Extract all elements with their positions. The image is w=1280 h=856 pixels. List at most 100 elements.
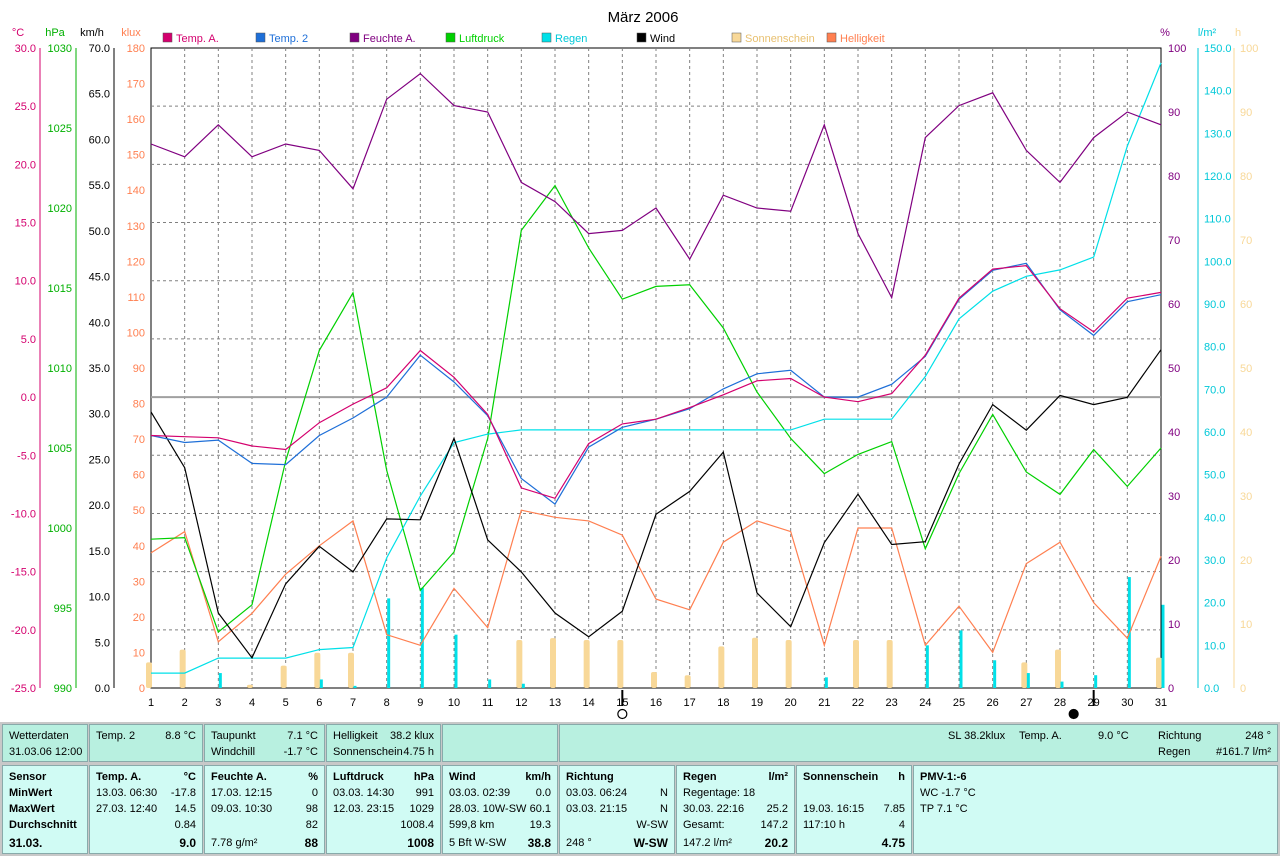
taupunkt-value: 7.1 °C	[287, 730, 318, 742]
rain-tick-label: 0.0	[1204, 683, 1219, 695]
hpa-tick-label: 1030	[48, 43, 72, 55]
h-tick-label: 10	[1240, 619, 1252, 631]
x-tick-label: 21	[818, 697, 830, 709]
legend-swatch	[731, 32, 742, 43]
hpa-tick-label: 1015	[48, 283, 72, 295]
rain-bar	[218, 673, 222, 688]
tempa-avg: 0.84	[174, 819, 196, 831]
sonne-current: 4.75	[881, 836, 905, 850]
h-tick-label: 80	[1240, 171, 1252, 183]
rain-tick-label: 60.0	[1204, 427, 1225, 439]
kmh-tick-label: 45.0	[89, 272, 110, 284]
sensor-title: Sensor	[9, 771, 47, 783]
sunshine-bar	[718, 646, 725, 688]
x-tick-label: 11	[482, 697, 493, 709]
info-panel: Wetterdaten 31.03.06 12:00 Temp. 2 8.8 °…	[0, 722, 1280, 856]
current-temp-value: 9.0 °C	[1098, 730, 1129, 742]
feuchte-min-date: 17.03. 12:15	[211, 787, 273, 799]
temp2-label: Temp. 2	[96, 730, 136, 742]
rain-bar	[824, 677, 828, 688]
x-tick-label: 22	[852, 697, 864, 709]
rain-tick-label: 30.0	[1204, 555, 1225, 567]
tempa-min-date: 13.03. 06:30	[96, 787, 158, 799]
rain-tick-label: 140.0	[1204, 86, 1232, 98]
current-day-label: 31.03.	[9, 836, 43, 850]
sunshine-bar	[684, 675, 691, 688]
pct-tick-label: 70	[1168, 235, 1180, 247]
wind-box: Wind km/h 03.03. 02:39 0.0 28.03. 10W-SW…	[442, 765, 558, 854]
kmh-tick-label: 70.0	[89, 43, 110, 55]
chart-legend: Temp. A. Temp. 2 Feuchte A. Luftdruck Regen W…	[162, 32, 885, 45]
klux-tick-label: 50	[133, 505, 145, 517]
x-tick-label: 25	[953, 697, 965, 709]
regen-gesamt-label: Gesamt:	[683, 819, 725, 831]
helligkeit-box: Helligkeit 38.2 klux Sonnenschein 4.75 h	[326, 724, 441, 762]
richtung-min-date: 03.03. 06:24	[566, 787, 628, 799]
pct-tick-label: 20	[1168, 555, 1180, 567]
kmh-tick-label: 15.0	[89, 546, 110, 558]
temp-tick-label: 0.0	[21, 392, 36, 404]
series-line-feuchte-a	[150, 72, 1162, 300]
wind-avg: 19.3	[529, 819, 551, 831]
h-tick-label: 30	[1240, 491, 1252, 503]
rain-bar	[420, 587, 424, 688]
tempa-title: Temp. A.	[96, 771, 142, 783]
windchill-label: Windchill	[211, 746, 256, 758]
sunshine-bar	[752, 637, 758, 688]
luftdruck-avg: 1008.4	[400, 819, 434, 831]
series-line-temp-2	[150, 262, 1162, 505]
klux-tick-label: 20	[133, 612, 145, 624]
axis-unit-label: km/h	[80, 27, 104, 39]
kmh-tick-label: 25.0	[89, 454, 110, 466]
series-line-wind	[150, 349, 1162, 659]
h-tick-label: 20	[1240, 555, 1252, 567]
h-tick-label: 100	[1240, 43, 1258, 55]
x-tick-label: 13	[549, 697, 561, 709]
x-tick-label: 23	[886, 697, 898, 709]
wetterdaten-box: Wetterdaten 31.03.06 12:00	[2, 724, 88, 762]
klux-tick-label: 140	[127, 185, 145, 197]
klux-tick-label: 160	[127, 114, 145, 126]
feuchte-avg: 82	[305, 819, 318, 831]
temp-tick-label: 20.0	[15, 159, 36, 171]
temp-tick-label: -5.0	[17, 450, 36, 462]
sonne-avg: 4	[898, 819, 905, 831]
wind-title: Wind	[449, 771, 476, 783]
feuchte-absolute: 7.78 g/m²	[211, 837, 258, 849]
richtung-current-deg: 248 °	[566, 837, 592, 849]
sonne-total: 117:10 h	[803, 819, 846, 831]
temp-tick-label: -10.0	[11, 508, 36, 520]
legend-label: Sonnenschein	[745, 33, 815, 45]
sunshine-bar	[247, 684, 253, 688]
pct-tick-label: 40	[1168, 427, 1180, 439]
h-tick-label: 90	[1240, 107, 1252, 119]
temp-tick-label: 25.0	[15, 101, 36, 113]
sonne-box: Sonnenschein h 19.03. 16:15 7.85 117:10 …	[796, 765, 912, 854]
h-tick-label: 60	[1240, 299, 1252, 311]
x-tick-label: 5	[283, 697, 289, 709]
h-tick-label: 0	[1240, 683, 1246, 695]
legend-swatch	[636, 32, 647, 43]
luftdruck-max-date: 12.03. 23:15	[333, 803, 395, 815]
legend-swatch	[349, 32, 360, 43]
rain-tick-label: 120.0	[1204, 171, 1232, 183]
hpa-tick-label: 1020	[48, 203, 72, 215]
axis-unit-label: hPa	[45, 27, 65, 39]
luftdruck-title: Luftdruck	[333, 771, 384, 783]
wind-min: 0.0	[535, 787, 551, 799]
x-tick-label: 7	[350, 697, 356, 709]
richtung-current: W-SW	[633, 836, 668, 850]
sonnenschein-label: Sonnenschein	[333, 746, 403, 758]
x-tick-label: 27	[1020, 697, 1032, 709]
axis-unit-label: °C	[12, 27, 24, 39]
sunshine-bar	[516, 640, 523, 688]
wind-unit: km/h	[525, 771, 551, 783]
x-tick-label: 8	[384, 697, 390, 709]
minwert-label: MinWert	[9, 787, 53, 799]
klux-tick-label: 40	[133, 541, 145, 553]
x-tick-label: 4	[249, 697, 255, 709]
sunshine-bar	[617, 640, 624, 688]
x-tick-label: 31	[1155, 697, 1167, 709]
temp-tick-label: 15.0	[15, 218, 36, 230]
pmv-title: PMV-1:-6	[920, 771, 967, 783]
